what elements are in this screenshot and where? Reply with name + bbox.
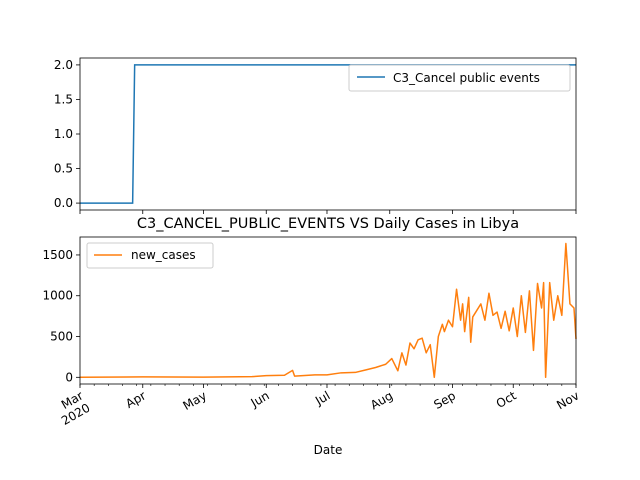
top-legend-label: C3_Cancel public events [393,71,540,85]
top-y-axis: 0.0 0.5 1.0 1.5 2.0 [54,58,80,210]
top-chart-panel: 0.0 0.5 1.0 1.5 2.0 C3_Cancel public events [54,57,577,214]
top-y-tick-label: 1.0 [54,127,73,141]
bottom-x-axis-label: Date [314,443,343,457]
top-y-tick-label: 0.5 [54,162,73,176]
top-legend: C3_Cancel public events [348,64,571,92]
bottom-y-tick-label: 1500 [42,248,73,262]
top-x-axis [79,210,577,214]
top-y-tick-label: 1.5 [54,92,73,106]
bottom-y-tick-label: 0 [65,370,73,384]
bottom-legend-label: new_cases [131,248,196,262]
bottom-plot-frame [79,236,577,385]
bottom-chart-title: C3_CANCEL_PUBLIC_EVENTS VS Daily Cases i… [137,216,519,232]
bottom-x-tick-label: Jul [312,388,332,408]
bottom-series-group [79,242,577,379]
bottom-series-line [79,242,577,379]
top-plot-frame [79,57,577,211]
top-y-tick-label: 2.0 [54,58,73,72]
top-y-tick-label: 0.0 [54,196,73,210]
bottom-y-tick-label: 1000 [42,289,73,303]
bottom-legend: new_cases [86,242,214,269]
bottom-legend-box [86,242,214,269]
bottom-y-tick-label: 500 [50,330,73,344]
bottom-chart-panel: C3_CANCEL_PUBLIC_EVENTS VS Daily Cases i… [42,216,581,457]
top-legend-box [348,64,571,92]
bottom-y-axis: 0 500 1000 1500 [42,248,80,384]
